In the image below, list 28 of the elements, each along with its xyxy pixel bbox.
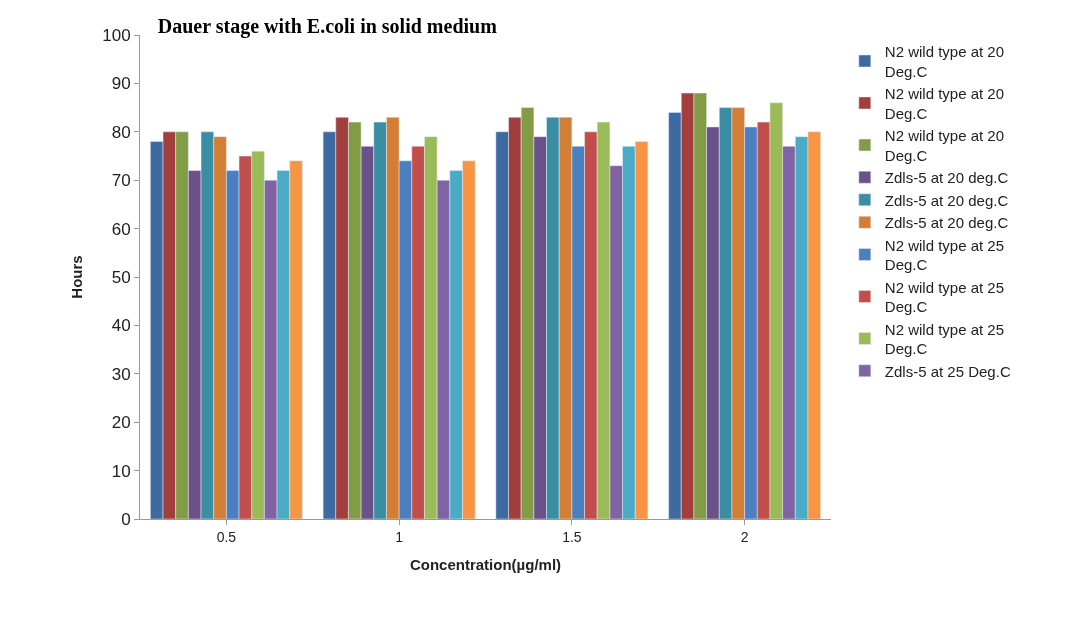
y-tick-label: 100 — [102, 25, 131, 45]
legend-label: Zdls-5 at 20 deg.C — [884, 191, 1009, 209]
y-tick-label: 0 — [121, 509, 131, 529]
x-axis-title: Concentration(µg/ml) — [409, 555, 562, 573]
legend-label: N2 wild type at 20 Deg.C — [884, 127, 1005, 164]
y-tick-label: 50 — [111, 267, 131, 287]
y-tick-label: 20 — [111, 413, 131, 433]
legend-label: N2 wild type at 25 Deg.C — [884, 320, 1005, 358]
x-tick-label: 1.5 — [562, 528, 582, 545]
chart-title: Dauer stage with E.coli in solid medium — [157, 14, 498, 38]
y-axis-title: Hours — [68, 255, 86, 299]
x-tick-label: 1 — [395, 528, 404, 545]
legend-label: Zdls-5 at 20 deg.C — [884, 214, 1009, 232]
y-tick-label: 40 — [111, 316, 131, 336]
y-tick-label: 80 — [111, 122, 131, 142]
legend-label: Zdls-5 at 20 deg.C — [884, 169, 1009, 187]
y-tick-label: 10 — [111, 461, 131, 481]
legend-label: N2 wild type at 20 Deg.C — [884, 43, 1005, 80]
y-tick-label: 30 — [111, 364, 131, 384]
legend-label: N2 wild type at 20 Deg.C — [884, 85, 1005, 122]
y-tick-label: 70 — [111, 171, 131, 191]
x-tick-label: 2 — [740, 528, 749, 545]
legend-label: Zdls-5 at 25 Deg.C — [884, 362, 1011, 380]
x-tick-label: 0.5 — [216, 528, 237, 545]
y-tick-label: 60 — [111, 219, 131, 239]
legend-label: N2 wild type at 25 Deg.C — [884, 278, 1005, 316]
legend-label: N2 wild type at 25 Deg.C — [884, 236, 1005, 274]
y-tick-label: 90 — [111, 74, 131, 94]
